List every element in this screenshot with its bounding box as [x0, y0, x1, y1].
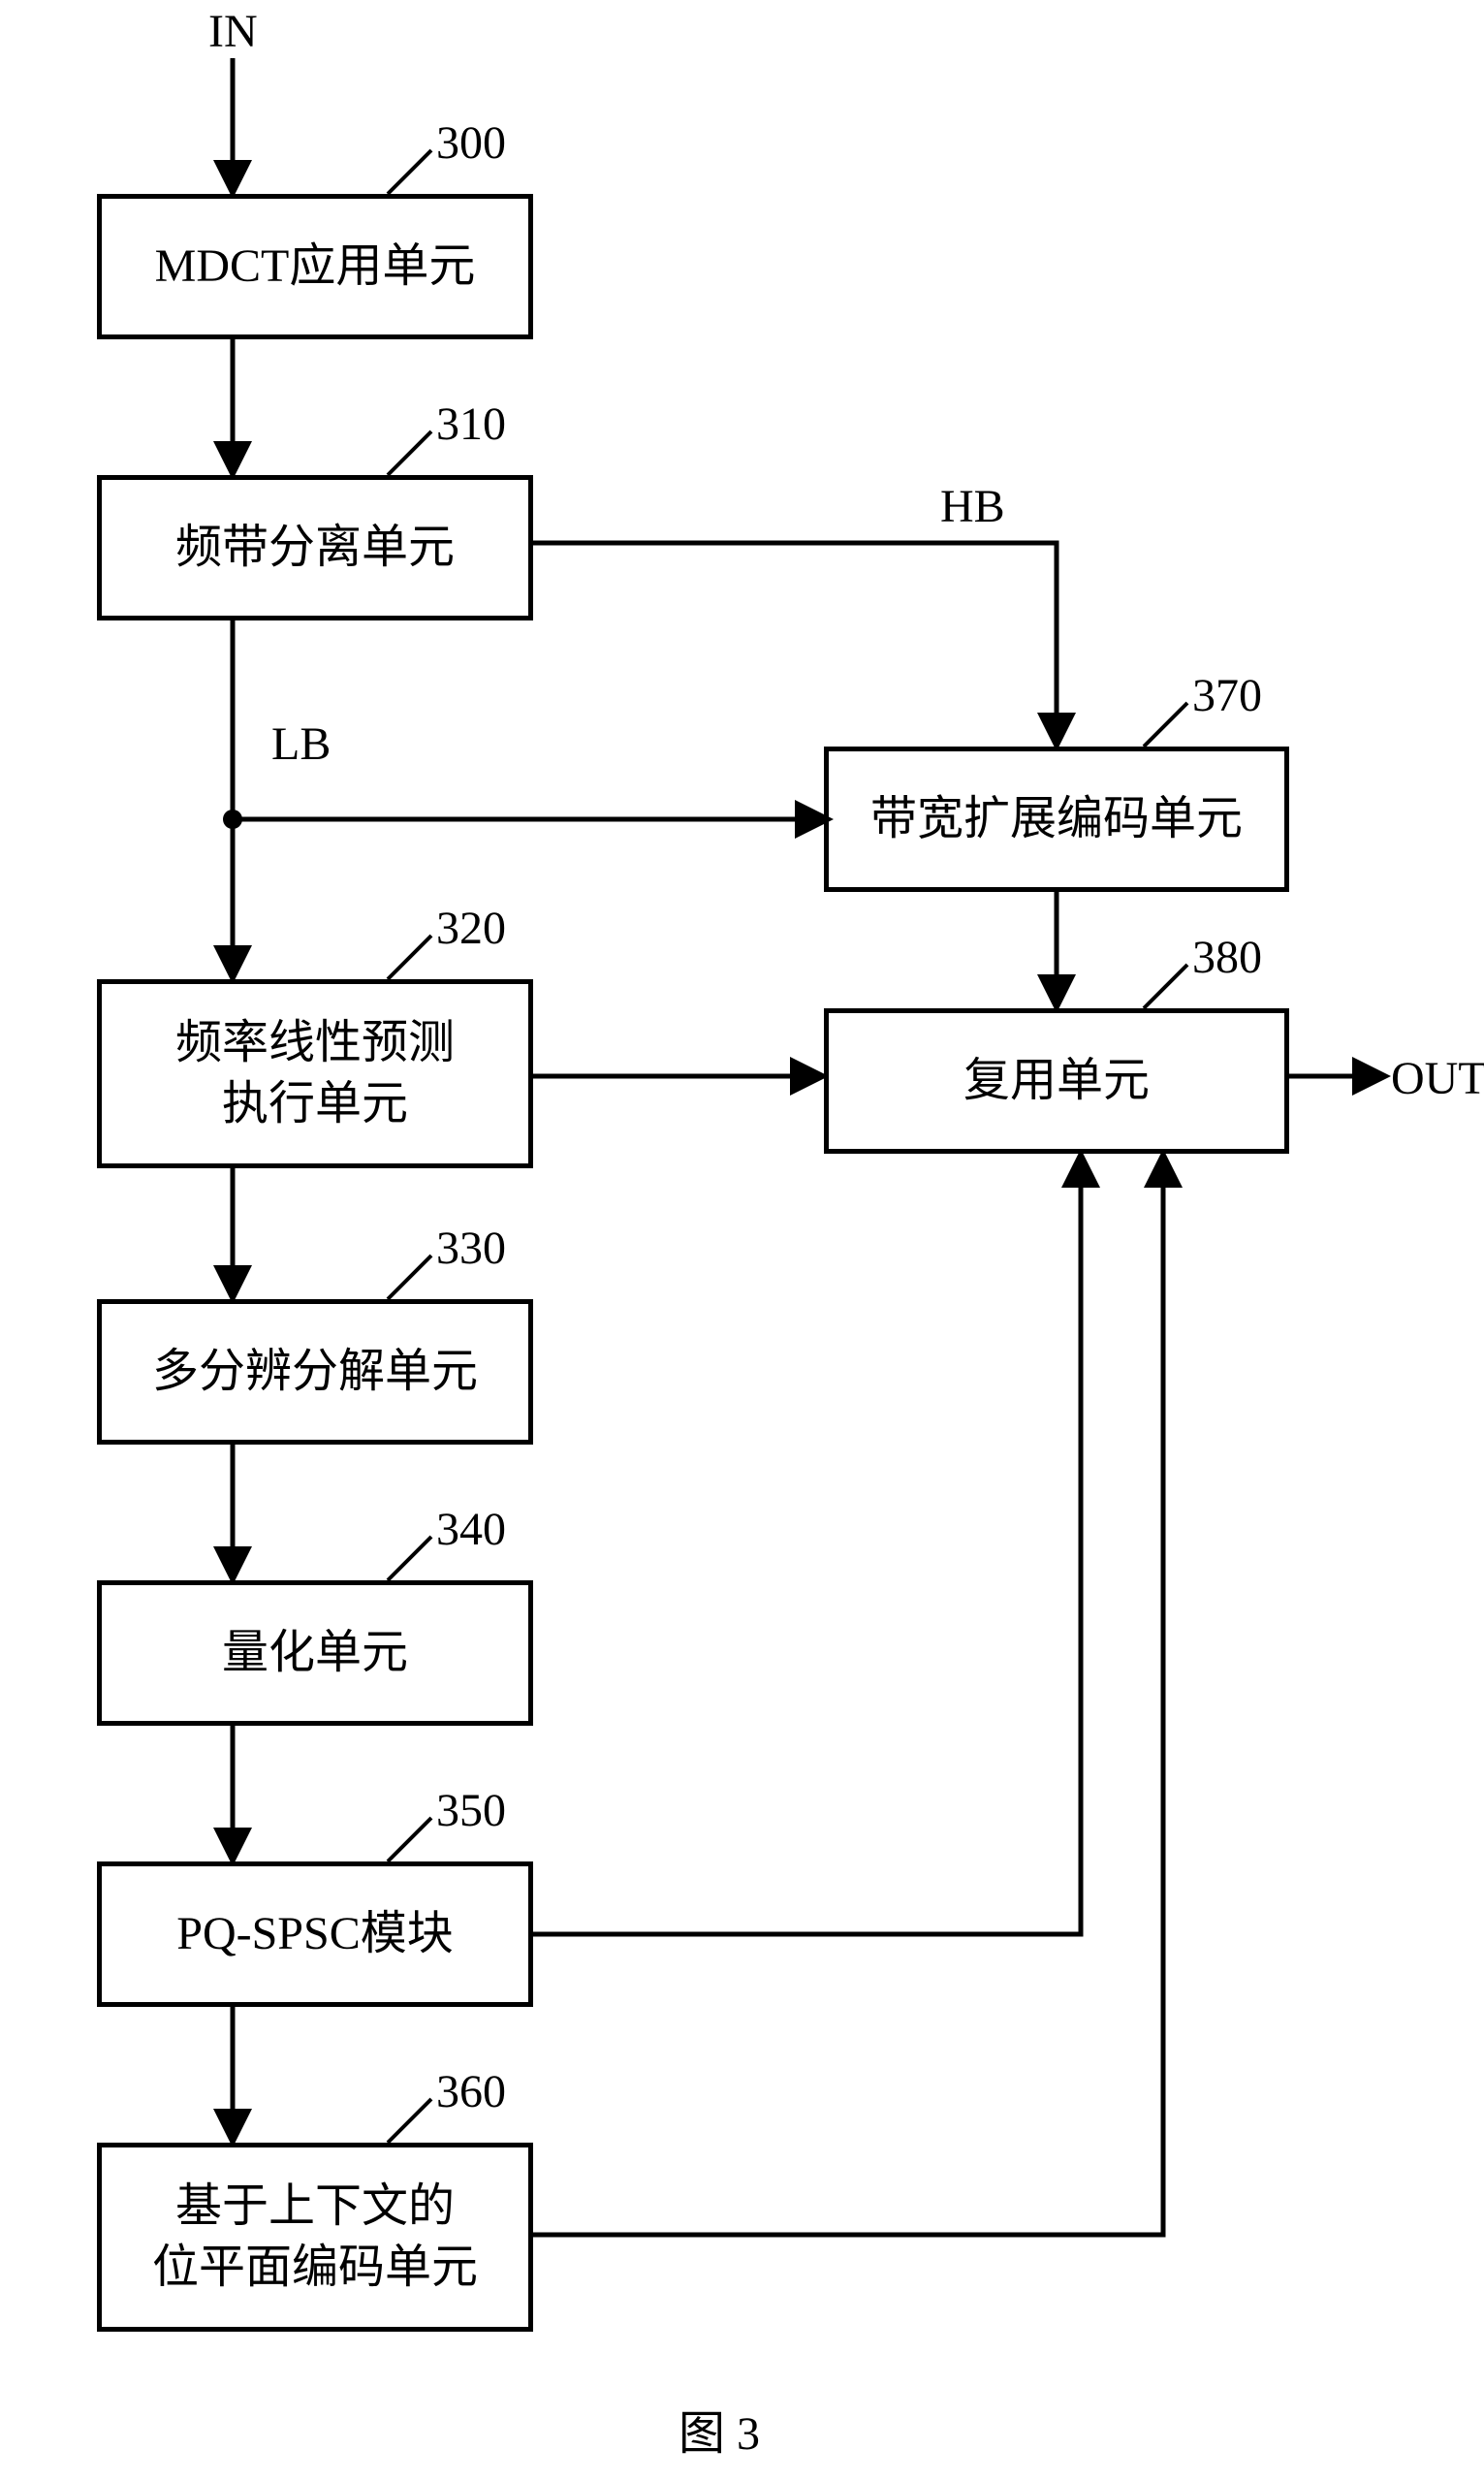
hb-label: HB — [940, 480, 1005, 533]
node-320: 频率线性预测 执行单元 — [97, 979, 533, 1168]
arrows-layer — [0, 0, 1484, 2481]
node-380: 复用单元 — [824, 1008, 1289, 1154]
node-350-text: PQ-SPSC模块 — [176, 1904, 453, 1964]
node-330: 多分辨分解单元 — [97, 1299, 533, 1445]
ref-330: 330 — [436, 1222, 506, 1275]
node-310: 频带分离单元 — [97, 475, 533, 620]
out-label: OUT — [1391, 1052, 1484, 1105]
node-320-text: 频率线性预测 执行单元 — [175, 1013, 455, 1134]
ref-320: 320 — [436, 902, 506, 955]
node-310-text: 频带分离单元 — [175, 518, 455, 578]
node-340: 量化单元 — [97, 1580, 533, 1726]
node-330-text: 多分辨分解单元 — [152, 1342, 478, 1402]
node-380-text: 复用单元 — [963, 1051, 1150, 1111]
node-360-text: 基于上下文的 位平面编码单元 — [152, 2177, 478, 2298]
node-350: PQ-SPSC模块 — [97, 1861, 533, 2007]
ref-300: 300 — [436, 116, 506, 170]
node-370-text: 带宽扩展编码单元 — [870, 789, 1243, 849]
flowchart-canvas: MDCT应用单元 频带分离单元 频率线性预测 执行单元 多分辨分解单元 量化单元… — [0, 0, 1484, 2481]
node-300: MDCT应用单元 — [97, 194, 533, 339]
in-label: IN — [208, 5, 258, 58]
ref-350: 350 — [436, 1784, 506, 1837]
node-360: 基于上下文的 位平面编码单元 — [97, 2143, 533, 2332]
ref-340: 340 — [436, 1503, 506, 1556]
ref-360: 360 — [436, 2065, 506, 2118]
figure-caption: 图 3 — [679, 2395, 760, 2463]
lb-label: LB — [271, 717, 331, 771]
node-370: 带宽扩展编码单元 — [824, 747, 1289, 892]
ref-310: 310 — [436, 398, 506, 451]
node-340-text: 量化单元 — [222, 1623, 408, 1683]
ref-370: 370 — [1192, 669, 1262, 722]
ref-380: 380 — [1192, 931, 1262, 984]
node-300-text: MDCT应用单元 — [155, 237, 476, 297]
